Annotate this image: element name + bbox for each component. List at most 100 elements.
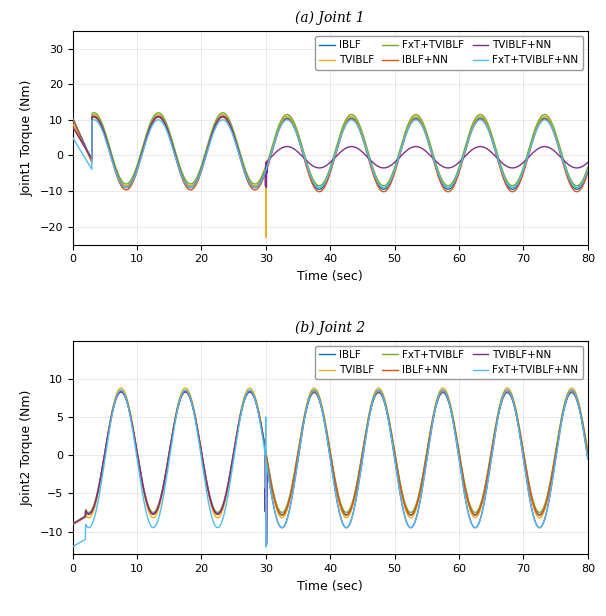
TVIBLF+NN	[310, 387, 318, 394]
TVIBLF+NN	[251, 184, 259, 191]
TVIBLF+NN	[584, 159, 591, 166]
Line: IBLF: IBLF	[73, 116, 588, 189]
X-axis label: Time (sec): Time (sec)	[298, 580, 363, 593]
TVIBLF+NN	[320, 414, 327, 421]
FxT+TVIBLF	[584, 448, 591, 455]
Line: TVIBLF: TVIBLF	[73, 115, 588, 237]
FxT+TVIBLF	[95, 481, 102, 488]
FxT+TVIBLF	[306, 168, 313, 175]
Line: TVIBLF: TVIBLF	[73, 388, 588, 524]
IBLF	[320, 412, 327, 419]
FxT+TVIBLF+NN	[284, 116, 291, 124]
Legend: IBLF, TVIBLF, FxT+TVIBLF, IBLF+NN, TVIBLF+NN, FxT+TVIBLF+NN: IBLF, TVIBLF, FxT+TVIBLF, IBLF+NN, TVIBL…	[315, 36, 582, 70]
FxT+TVIBLF+NN	[584, 166, 591, 174]
FxT+TVIBLF	[320, 410, 327, 417]
FxT+TVIBLF	[584, 163, 591, 171]
IBLF	[95, 117, 102, 124]
FxT+TVIBLF+NN	[306, 394, 313, 401]
IBLF	[569, 389, 576, 397]
IBLF+NN	[570, 186, 577, 193]
TVIBLF	[475, 113, 482, 120]
IBLF+NN	[95, 483, 102, 490]
TVIBLF	[306, 391, 313, 399]
TVIBLF	[320, 180, 327, 188]
TVIBLF	[262, 233, 270, 241]
FxT+TVIBLF+NN	[69, 543, 76, 551]
FxT+TVIBLF	[569, 387, 576, 394]
Line: IBLF+NN: IBLF+NN	[73, 391, 588, 525]
IBLF+NN	[306, 394, 313, 401]
TVIBLF	[584, 165, 591, 172]
Line: IBLF+NN: IBLF+NN	[73, 117, 588, 192]
FxT+TVIBLF	[475, 505, 482, 513]
Y-axis label: Joint1 Torque (Nm): Joint1 Torque (Nm)	[21, 79, 34, 196]
TVIBLF+NN	[219, 113, 226, 120]
IBLF+NN	[569, 389, 576, 396]
FxT+TVIBLF	[219, 109, 226, 116]
FxT+TVIBLF+NN	[307, 171, 314, 179]
TVIBLF+NN	[69, 123, 76, 131]
IBLF	[570, 184, 577, 191]
FxT+TVIBLF	[570, 180, 577, 187]
FxT+TVIBLF	[310, 387, 318, 394]
FxT+TVIBLF+NN	[475, 116, 482, 124]
TVIBLF	[69, 120, 76, 127]
IBLF+NN	[475, 508, 482, 516]
IBLF	[69, 520, 76, 527]
FxT+TVIBLF+NN	[320, 180, 327, 188]
IBLF+NN	[69, 521, 76, 529]
IBLF	[584, 450, 591, 457]
FxT+TVIBLF+NN	[251, 184, 259, 191]
FxT+TVIBLF	[316, 182, 323, 190]
IBLF+NN	[584, 450, 591, 457]
FxT+TVIBLF	[570, 180, 577, 187]
IBLF	[69, 115, 76, 122]
Y-axis label: Joint2 Torque (Nm): Joint2 Torque (Nm)	[21, 389, 34, 506]
FxT+TVIBLF	[306, 393, 313, 400]
TVIBLF+NN	[69, 520, 76, 527]
IBLF	[306, 171, 313, 179]
IBLF	[246, 388, 253, 395]
IBLF	[570, 184, 577, 191]
FxT+TVIBLF	[320, 179, 327, 186]
IBLF	[475, 508, 482, 515]
TVIBLF	[570, 385, 577, 392]
IBLF+NN	[320, 185, 327, 192]
TVIBLF+NN	[584, 455, 591, 463]
TVIBLF	[310, 384, 318, 392]
IBLF+NN	[246, 387, 253, 395]
TVIBLF+NN	[570, 387, 577, 395]
FxT+TVIBLF+NN	[475, 520, 482, 527]
IBLF	[219, 113, 226, 120]
FxT+TVIBLF	[69, 520, 76, 527]
IBLF+NN	[69, 115, 76, 123]
TVIBLF+NN	[570, 163, 577, 171]
TVIBLF+NN	[320, 163, 327, 171]
TVIBLF+NN	[307, 160, 314, 168]
TVIBLF+NN	[95, 482, 102, 490]
Legend: IBLF, TVIBLF, FxT+TVIBLF, IBLF+NN, TVIBLF+NN, FxT+TVIBLF+NN: IBLF, TVIBLF, FxT+TVIBLF, IBLF+NN, TVIBL…	[315, 346, 582, 379]
Title: (b) Joint 2: (b) Joint 2	[295, 321, 365, 335]
Line: IBLF: IBLF	[73, 392, 588, 524]
TVIBLF	[475, 511, 482, 518]
FxT+TVIBLF+NN	[570, 387, 577, 395]
FxT+TVIBLF+NN	[569, 387, 576, 394]
FxT+TVIBLF+NN	[95, 493, 102, 500]
TVIBLF	[584, 449, 591, 456]
TVIBLF+NN	[570, 387, 577, 395]
TVIBLF	[570, 182, 577, 189]
TVIBLF	[320, 409, 327, 416]
FxT+TVIBLF	[570, 387, 577, 395]
Title: (a) Joint 1: (a) Joint 1	[296, 11, 365, 25]
TVIBLF+NN	[570, 164, 577, 171]
FxT+TVIBLF+NN	[95, 120, 102, 128]
TVIBLF+NN	[306, 393, 313, 400]
IBLF+NN	[475, 116, 482, 123]
FxT+TVIBLF	[475, 111, 482, 118]
IBLF	[584, 167, 591, 174]
TVIBLF	[219, 111, 226, 118]
FxT+TVIBLF+NN	[570, 182, 577, 189]
TVIBLF	[95, 115, 102, 123]
TVIBLF	[95, 485, 102, 492]
FxT+TVIBLF+NN	[310, 387, 318, 394]
